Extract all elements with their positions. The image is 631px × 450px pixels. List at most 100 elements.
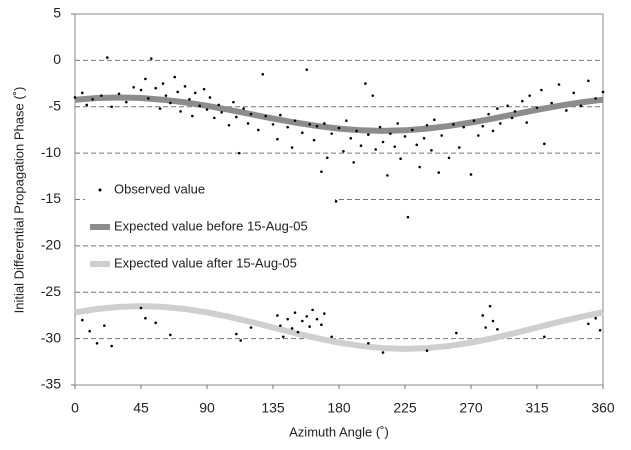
data-point [540,88,543,92]
legend-bg [85,254,335,274]
data-point [565,109,568,112]
data-point [227,124,231,127]
legend-label: Expected value before 15-Aug-05 [114,218,308,233]
data-point [279,113,282,117]
x-tick-label: 360 [591,400,615,416]
data-point [103,324,106,327]
data-point [359,144,363,148]
legend-label: Expected value after 15-Aug-05 [114,255,297,270]
data-point [472,119,476,122]
expected-line [74,303,604,352]
data-point [110,344,113,348]
data-point [232,100,235,104]
data-point [469,173,473,176]
data-point [169,101,172,105]
data-point [543,142,546,146]
data-point [286,317,289,321]
data-point [422,136,426,140]
data-point [330,132,333,135]
data-point [169,333,172,337]
data-point [264,114,267,118]
data-point [91,98,94,101]
data-point [393,145,397,148]
data-point [415,143,419,147]
data-point [220,111,223,114]
data-point [237,151,241,155]
data-point [601,90,605,94]
data-point [455,331,458,335]
data-point [176,90,179,94]
data-point [325,156,329,160]
data-point [399,157,402,160]
data-point [301,319,304,323]
data-point [425,349,429,352]
y-tick-label: -35 [41,376,61,392]
data-point [147,97,150,100]
y-tick-label: -10 [41,144,61,160]
data-point [249,112,253,116]
expected-line [74,94,604,134]
data-point [579,104,583,108]
data-point [139,88,143,92]
data-point [437,171,441,174]
data-point [132,85,135,89]
y-axis-title: Initial Differential Propagation Phase (… [11,87,26,314]
data-point [378,125,382,129]
data-point [95,341,99,345]
data-point [477,134,480,137]
data-point [330,335,333,339]
data-point [320,170,323,173]
data-point [315,124,319,128]
data-point [305,68,309,71]
data-point [594,316,597,320]
data-point [293,311,297,314]
data-point [257,128,260,132]
data-point [281,335,285,339]
data-point [487,112,490,116]
data-point [481,124,485,128]
data-point [440,134,443,137]
data-point [491,319,495,323]
data-point [235,332,238,336]
data-point [301,131,304,135]
data-point [217,103,221,107]
data-point [81,91,84,95]
data-point [345,119,348,122]
data-point [158,107,162,110]
data-point [506,104,509,108]
data-point [193,91,197,95]
x-tick-label: 45 [133,400,149,416]
data-point [337,126,341,130]
data-point [88,329,91,333]
x-tick-label: 270 [459,400,483,416]
data-point [572,91,575,95]
legend-bg [85,217,335,237]
data-point [139,306,143,310]
data-point [293,119,297,122]
data-point [242,107,245,110]
data-point [381,351,385,354]
data-point [164,94,168,97]
data-point [188,98,191,101]
data-point [308,325,311,328]
data-point [246,122,250,125]
data-point [154,321,157,325]
data-point [315,317,319,321]
data-point [286,125,289,129]
data-point [352,161,355,164]
data-point [484,326,487,329]
data-point [323,122,326,125]
legend-label: Observed value [114,181,205,196]
data-point [587,322,590,326]
y-tick-label: 0 [53,51,61,67]
x-tick-label: 180 [327,400,351,416]
data-point [491,129,495,133]
data-point [528,94,531,97]
data-point [499,122,502,125]
data-point [374,148,377,151]
data-point [381,140,385,144]
data-point [276,314,279,317]
data-point [308,123,311,126]
data-point [557,83,561,86]
